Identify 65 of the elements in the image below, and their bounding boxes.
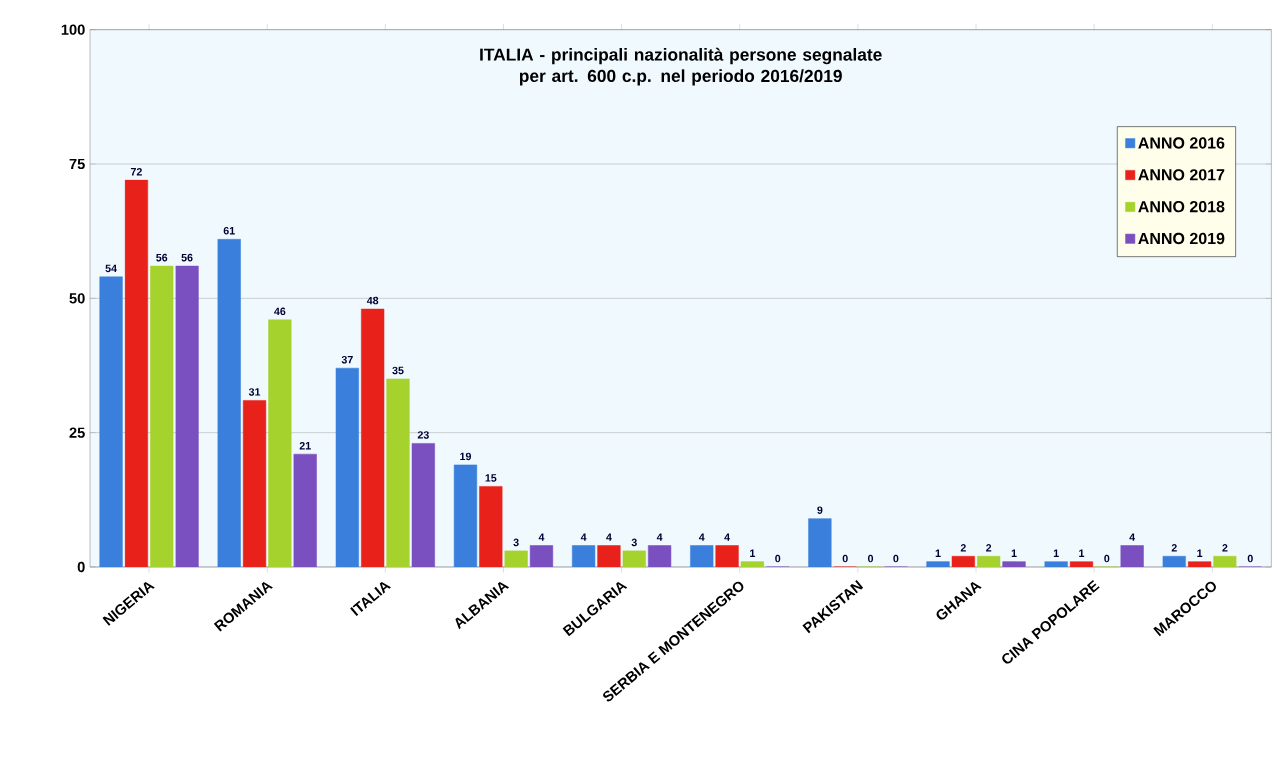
legend-label: ANNO 2017	[1138, 169, 1225, 181]
data-label: 1	[1079, 549, 1085, 557]
bar	[648, 545, 672, 567]
data-label: 3	[513, 538, 519, 547]
bar	[293, 453, 317, 567]
data-label: 61	[223, 226, 235, 235]
text: ITALIA - principali nazionalità persone segnalate per art. 600 c.p. nel periodo 2016/2019	[480, 47, 882, 86]
data-label: 0	[868, 554, 874, 563]
y-tick-label: 75	[69, 158, 85, 170]
bar	[386, 378, 410, 567]
data-label: 2	[986, 544, 992, 552]
data-label: 72	[130, 167, 142, 176]
data-label: 2	[960, 544, 966, 552]
data-label: 46	[274, 307, 286, 316]
data-label: 31	[248, 388, 261, 396]
y-tick-label: 25	[69, 427, 85, 438]
data-label: 54	[105, 264, 117, 273]
data-label: 15	[485, 474, 497, 482]
data-label: 0	[1247, 554, 1253, 563]
data-label: 4	[724, 533, 730, 541]
bar	[411, 443, 435, 567]
legend-label: ANNO 2018	[1138, 200, 1225, 213]
data-label: 56	[156, 253, 168, 262]
data-label: 19	[460, 452, 472, 461]
legend-label: ANNO 2019	[1138, 232, 1225, 245]
bar	[175, 265, 199, 567]
data-label: 56	[181, 253, 193, 262]
data-label: 1	[935, 549, 941, 557]
data-label: 0	[842, 554, 848, 563]
bar	[268, 319, 292, 567]
bar	[977, 555, 1001, 567]
bar	[150, 265, 174, 567]
data-label: 0	[893, 554, 899, 563]
legend-label: ANNO 2016	[1138, 137, 1225, 149]
data-label: 37	[341, 355, 353, 364]
data-label: 2	[1222, 544, 1228, 552]
y-tick-label: 100	[61, 24, 85, 35]
data-label: 1	[1197, 549, 1203, 557]
data-label: 9	[817, 506, 823, 514]
data-label: 0	[775, 554, 781, 563]
data-label: 0	[1104, 554, 1110, 563]
data-label: 4	[1129, 533, 1136, 541]
bar	[740, 561, 765, 567]
data-label: 1	[750, 549, 756, 557]
bar	[504, 550, 528, 567]
data-label: 35	[392, 366, 404, 375]
data-label: 4	[606, 533, 612, 541]
data-label: 4	[538, 533, 545, 541]
bar	[1120, 545, 1144, 567]
data-label: 4	[698, 533, 705, 541]
data-label: 1	[1011, 549, 1017, 557]
data-label: 23	[417, 431, 429, 439]
data-label: 4	[656, 533, 663, 541]
bar	[529, 545, 554, 567]
bar	[622, 550, 646, 567]
bar	[1002, 561, 1026, 567]
data-label: 21	[299, 442, 311, 450]
bar	[1213, 555, 1237, 567]
y-tick-label: 0	[77, 561, 85, 573]
y-tick-label: 50	[69, 293, 85, 304]
data-label: 2	[1171, 544, 1177, 552]
data-label: 1	[1053, 549, 1059, 557]
data-label: 4	[580, 533, 587, 541]
data-label: 3	[631, 538, 637, 547]
data-label: 48	[366, 296, 379, 305]
